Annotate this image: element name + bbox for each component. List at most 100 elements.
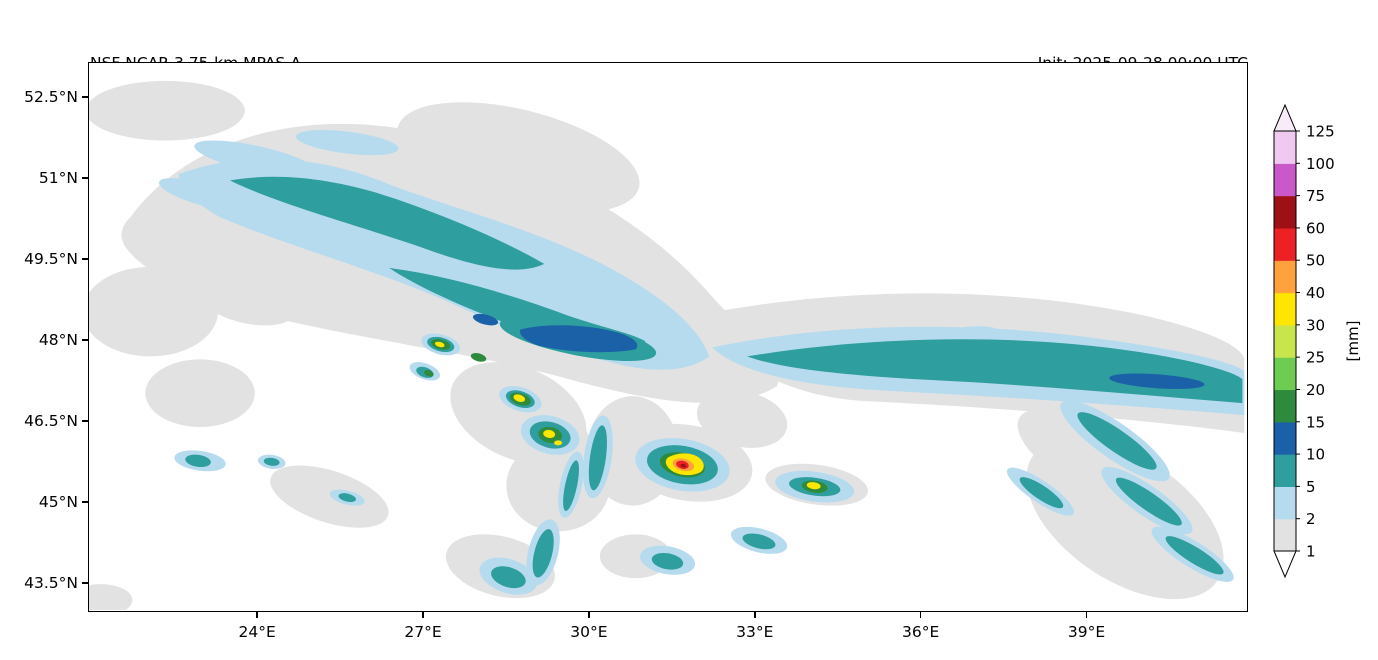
map-shape: [472, 313, 499, 326]
precip-fill-10-15mm: [472, 313, 1205, 389]
lat-tick-label: 49.5°N: [24, 250, 78, 268]
map-shape: [940, 326, 1000, 341]
map-shape: [1017, 409, 1124, 489]
map-shape: [158, 178, 246, 211]
colorbar-segment: [1274, 421, 1296, 455]
map-shape: [89, 584, 133, 610]
map-shape: [806, 482, 821, 490]
colorbar-tick-label: 5: [1306, 478, 1316, 496]
map-shape: [424, 370, 434, 377]
colorbar-segment: [1274, 195, 1296, 229]
map-shape: [270, 465, 389, 528]
map-shape: [178, 158, 710, 370]
lat-tick-label: 51°N: [38, 169, 78, 188]
lon-tick-label: 33°E: [736, 623, 774, 641]
map-shape: [513, 394, 526, 402]
map-shape: [520, 325, 638, 353]
lon-tick-label: 36°E: [902, 623, 940, 641]
colorbar-segment: [1274, 486, 1296, 520]
map-shape: [288, 189, 371, 215]
colorbar-segment: [1274, 357, 1296, 391]
map-shape: [554, 440, 563, 446]
map-shape: [1019, 477, 1064, 509]
lat-tick-mark: [82, 177, 88, 179]
colorbar-segment: [1274, 324, 1296, 358]
colorbar-tick-label: 15: [1306, 413, 1325, 431]
map-shape: [1109, 373, 1205, 389]
map-shape: [89, 80, 245, 141]
map-shape: [742, 533, 776, 550]
lon-tick-mark: [422, 612, 424, 618]
map-shape: [1165, 536, 1224, 575]
colorbar-over-arrow: [1273, 103, 1297, 132]
map-shape: [1115, 477, 1182, 526]
precipitation-map: [89, 63, 1245, 610]
map-shape: [263, 457, 280, 466]
lon-tick-label: 39°E: [1067, 623, 1106, 641]
map-shape: [651, 552, 684, 570]
colorbar-tick-label: 25: [1306, 349, 1325, 367]
border-belarus-russia: [755, 63, 798, 109]
map-shape: [470, 353, 487, 362]
lat-tick-label: 52.5°N: [24, 88, 78, 107]
map-plot-area: [88, 62, 1248, 612]
lat-tick-mark: [82, 258, 88, 260]
colorbar-tick-label: 75: [1306, 187, 1325, 205]
border-serbia-east: [121, 436, 160, 610]
colorbar-tick-label: 30: [1306, 316, 1325, 334]
colorbar-outline: [1273, 130, 1297, 552]
map-shape: [543, 429, 556, 439]
lon-tick-label: 27°E: [404, 623, 442, 641]
map-shape: [191, 268, 299, 326]
lat-tick-mark: [82, 582, 88, 584]
colorbar-tick-label: 40: [1306, 284, 1325, 302]
lon-tick-mark: [754, 612, 756, 618]
colorbar-tick-label: 125: [1306, 123, 1335, 141]
lat-tick-label: 46.5°N: [24, 411, 78, 430]
lat-tick-label: 48°N: [38, 330, 78, 349]
map-shape: [89, 266, 218, 357]
colorbar-unit-label: [mm]: [1344, 321, 1362, 362]
colorbar-segment: [1274, 163, 1296, 197]
colorbar-segment: [1274, 260, 1296, 294]
lat-tick-mark: [82, 501, 88, 503]
colorbar-tick-label: 20: [1306, 381, 1325, 399]
lat-tick-mark: [82, 420, 88, 422]
colorbar-segment: [1274, 389, 1296, 423]
colorbar-segment: [1274, 518, 1296, 552]
map-shape: [563, 460, 579, 512]
colorbar-under-arrow: [1273, 550, 1297, 579]
map-shape: [194, 140, 316, 177]
map-shape: [295, 130, 399, 156]
precip-fill-30-40mm: [434, 341, 821, 490]
map-shape: [680, 463, 687, 468]
map-shape: [397, 102, 640, 213]
colorbar-segment: [1274, 227, 1296, 261]
lon-tick-mark: [588, 612, 590, 618]
colorbar-tick-label: 50: [1306, 252, 1325, 270]
precip-fill-60-75mm: [680, 463, 687, 468]
lon-tick-mark: [256, 612, 258, 618]
lat-tick-label: 43.5°N: [24, 573, 78, 592]
colorbar-tick-label: 60: [1306, 219, 1325, 237]
map-shape: [588, 425, 607, 491]
map-shape: [532, 529, 554, 578]
colorbar-tick-label: 1: [1306, 543, 1316, 561]
colorbar-segment: [1274, 292, 1296, 326]
map-shape: [338, 493, 356, 503]
colorbar-segment: [1274, 131, 1296, 164]
map-shape: [145, 359, 255, 428]
lon-tick-mark: [919, 612, 922, 618]
colorbar-segment: [1274, 454, 1296, 487]
map-shape: [434, 341, 445, 348]
lon-tick-mark: [1085, 612, 1088, 618]
lat-tick-label: 45°N: [38, 492, 78, 511]
map-shape: [696, 390, 788, 448]
colorbar-tick-label: 100: [1306, 155, 1335, 173]
map-shape: [1077, 412, 1157, 470]
map-shape: [185, 454, 211, 467]
colorbar: 1 2 5 10 15 20 25 30 40 50 60 75 100 125 [mm]: [1272, 95, 1378, 619]
map-shape: [491, 566, 526, 589]
